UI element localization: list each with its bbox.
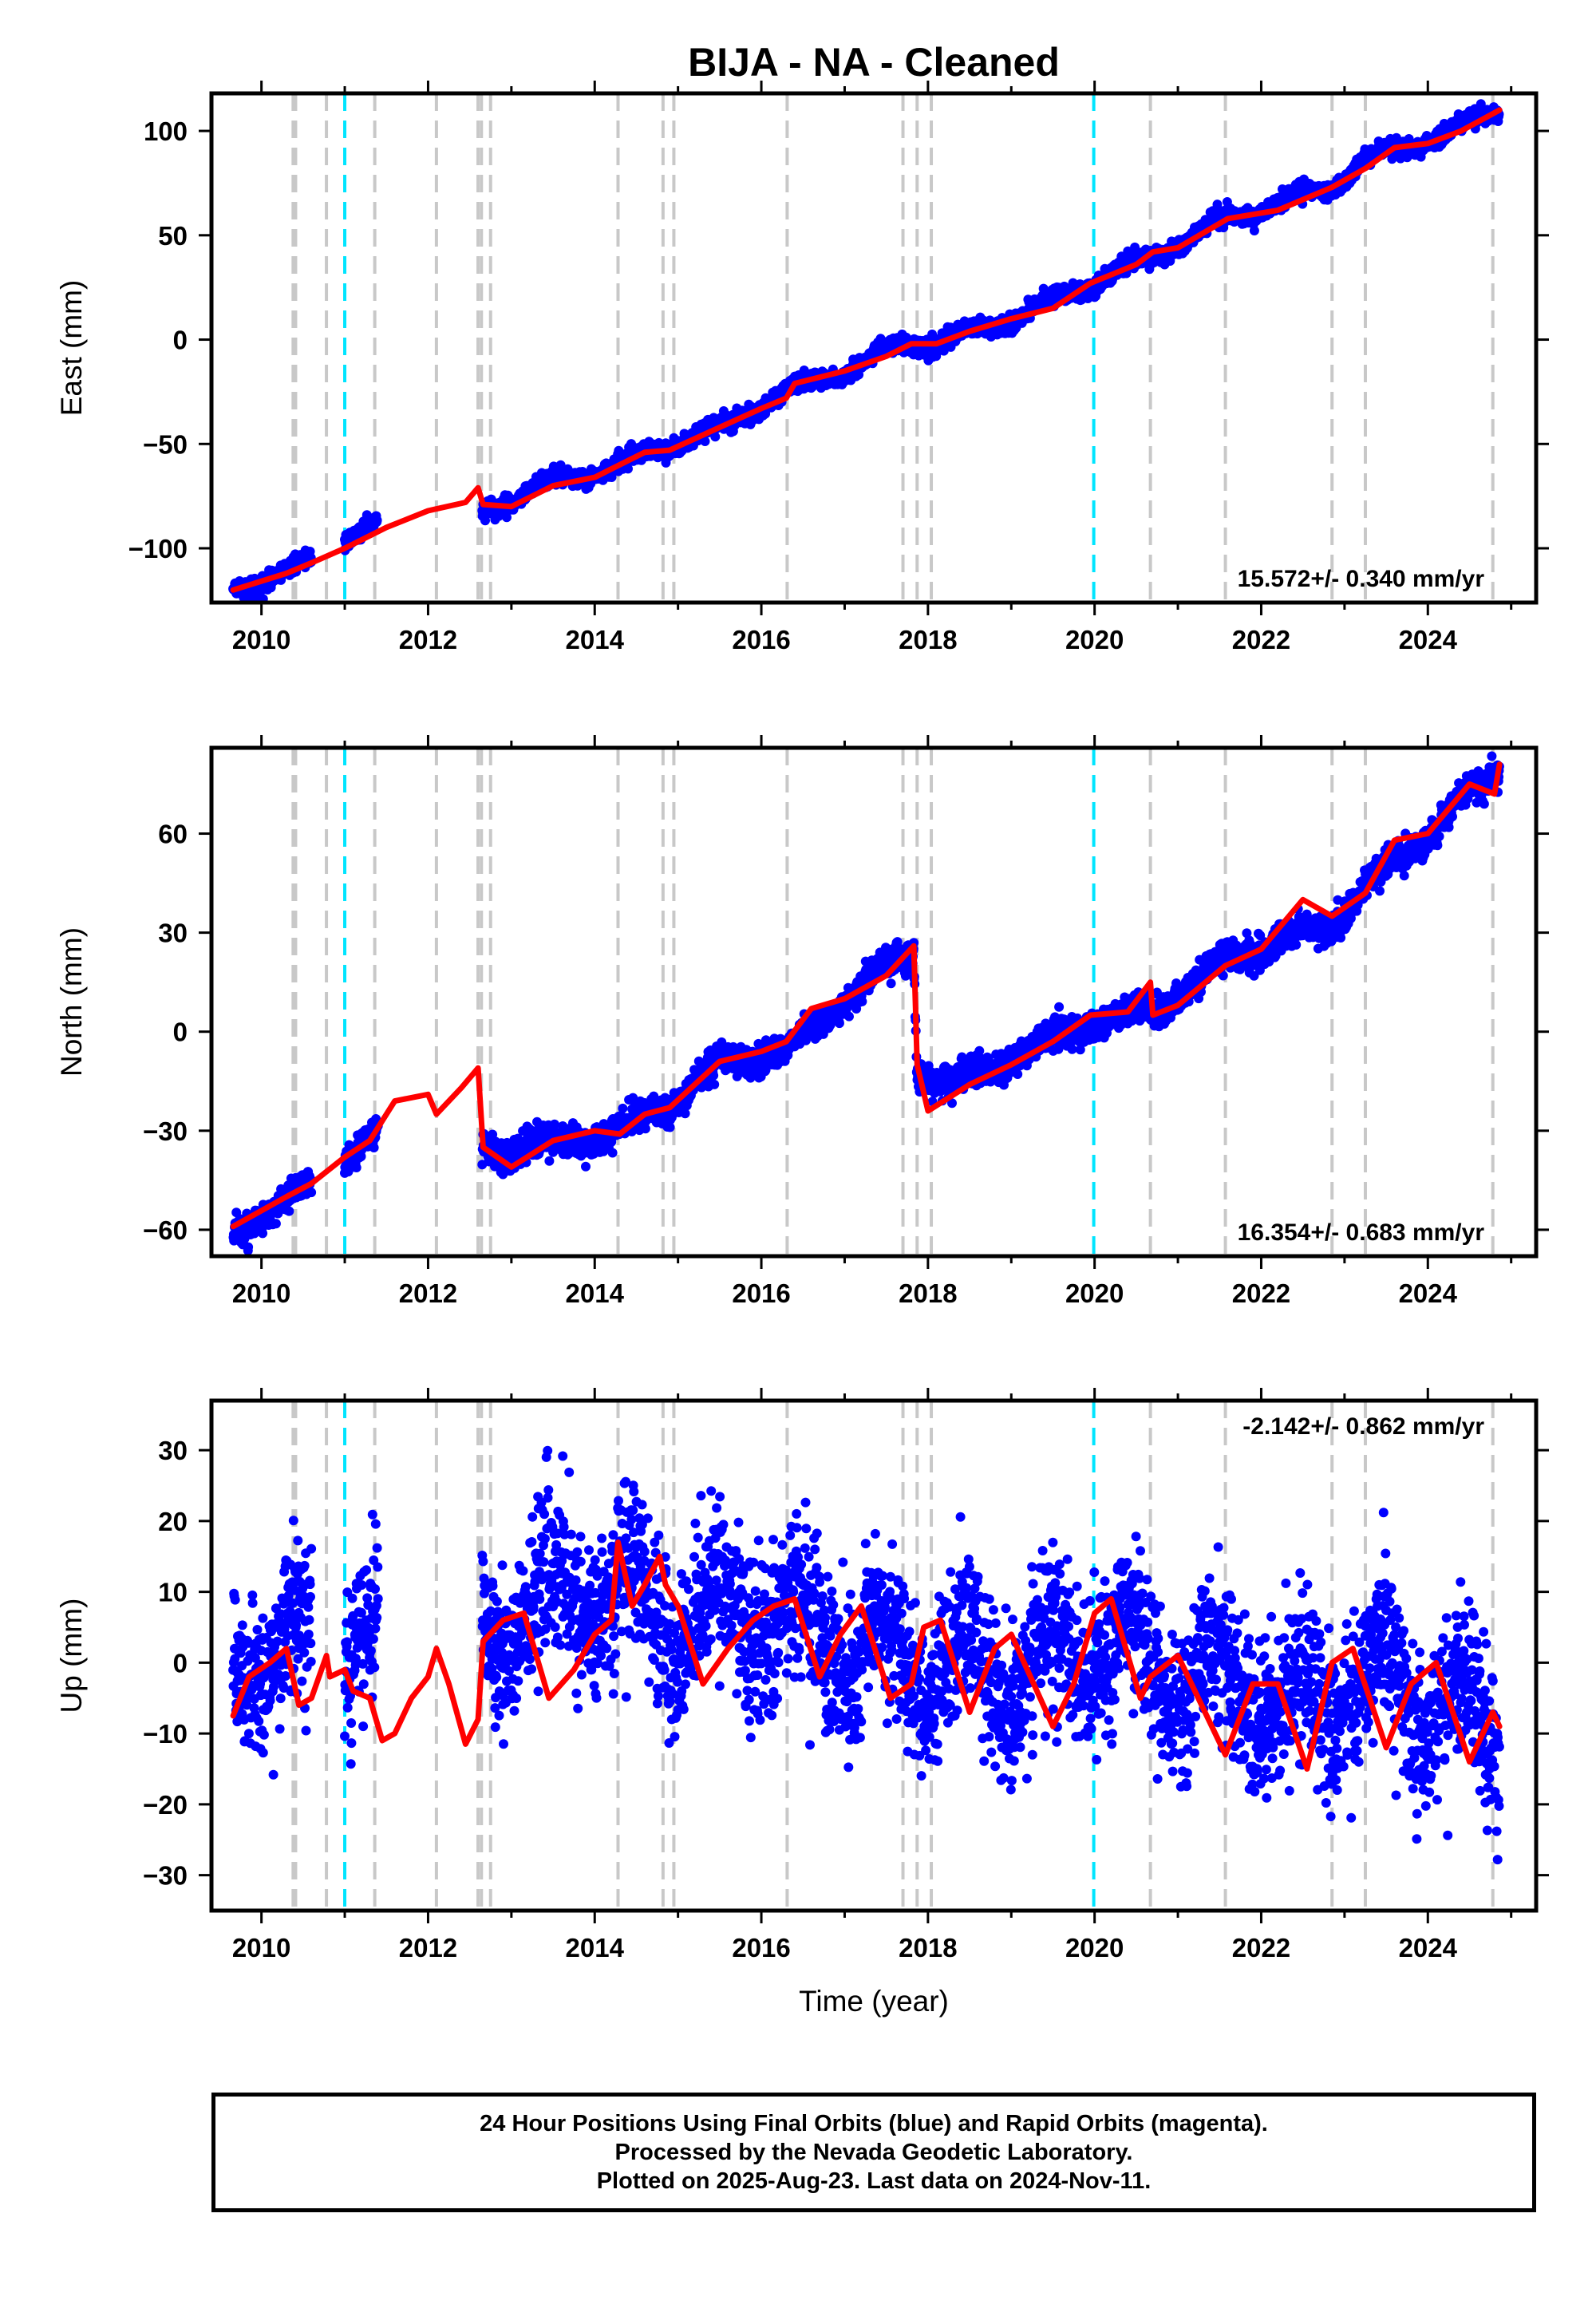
data-point — [628, 1093, 638, 1103]
data-point — [623, 464, 633, 474]
data-point — [618, 1103, 628, 1113]
data-point — [258, 594, 268, 603]
panel-north: 2010 2012 2014 2016 2018 2020 2022 202460300−30… — [55, 735, 1549, 1308]
data-point — [834, 1018, 844, 1029]
y-axis: 100 50 0 −50 −100 — [128, 117, 1549, 563]
y-tick-label: 100 — [144, 117, 188, 146]
data-point — [284, 1206, 294, 1216]
data-point — [606, 472, 617, 482]
data-point — [640, 1124, 650, 1134]
data-point — [709, 1079, 720, 1089]
x-tick-label: 2016 — [732, 625, 790, 654]
data-point — [844, 1011, 854, 1022]
data-points — [228, 751, 1504, 1255]
data-point — [680, 1109, 690, 1119]
data-point — [649, 1091, 659, 1101]
rate-label: 15.572+/- 0.340 mm/yr — [1238, 566, 1485, 592]
x-tick-label: 2018 — [899, 625, 957, 654]
x-tick-label: 2010 — [232, 625, 290, 654]
data-point — [372, 515, 382, 525]
data-point — [927, 329, 938, 339]
x-tick-label: 2020 — [1065, 625, 1124, 654]
data-point — [697, 1082, 707, 1093]
chart-title: BIJA - NA - Cleaned — [688, 40, 1060, 85]
data-point — [351, 1163, 361, 1172]
plot-area — [228, 748, 1504, 1256]
panels: 2010 2012 2014 2016 2018 2020 2022 2024 100 50 0 −5… — [55, 81, 1549, 1962]
x-tick-label: 2024 — [1399, 625, 1458, 654]
data-point — [665, 1122, 675, 1132]
data-point — [271, 1219, 281, 1229]
panel-east: 2010 2012 2014 2016 2018 2020 2022 2024 100 50 0 −5… — [55, 81, 1549, 654]
data-point — [710, 432, 721, 442]
data-point — [544, 1156, 555, 1166]
y-tick-label: 0 — [173, 326, 188, 355]
data-point — [502, 512, 512, 523]
data-point — [306, 1188, 317, 1198]
y-tick-label: −50 — [143, 429, 188, 459]
data-point — [369, 1143, 379, 1152]
data-point — [607, 1148, 618, 1158]
data-point — [549, 1119, 559, 1129]
y-axis-label: East (mm) — [55, 280, 88, 417]
data-point — [700, 437, 710, 446]
model-line — [230, 107, 1503, 593]
y-tick-label: 50 — [158, 221, 188, 251]
y-tick-label: −100 — [128, 534, 188, 563]
x-tick-label: 2014 — [566, 625, 625, 654]
plot-area — [228, 93, 1504, 603]
x-tick-label: 2012 — [399, 625, 457, 654]
data-points — [228, 99, 1504, 603]
x-axis: 2010 2012 2014 2016 2018 2020 2022 2024 — [232, 81, 1513, 654]
data-point — [243, 1242, 254, 1252]
data-point — [1249, 226, 1259, 235]
plot-frame — [209, 91, 1539, 605]
data-point — [753, 1038, 764, 1049]
data-point — [480, 516, 490, 526]
data-point — [581, 1161, 591, 1172]
x-tick-label: 2022 — [1232, 625, 1290, 654]
data-point — [258, 1228, 268, 1239]
